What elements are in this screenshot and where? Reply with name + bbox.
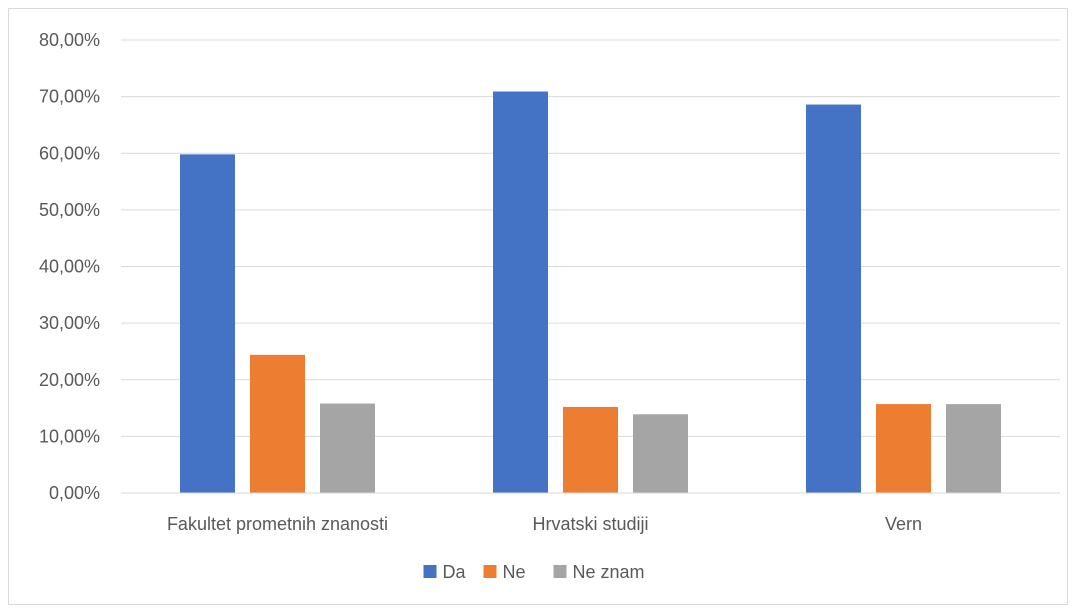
legend-label: Ne znam: [573, 562, 645, 582]
legend-swatch: [423, 565, 437, 578]
bar-ne: [250, 354, 305, 493]
y-tick-label: 20,00%: [39, 370, 100, 390]
y-tick-label: 40,00%: [39, 257, 100, 277]
bar-da: [806, 104, 861, 494]
bar-da: [180, 154, 235, 493]
bar-ne-znam: [320, 403, 375, 493]
bar-ne-znam: [633, 414, 688, 493]
x-category-label: Vern: [885, 514, 922, 534]
bar-ne: [563, 406, 618, 493]
x-category-label: Hrvatski studiji: [532, 514, 648, 534]
bar-ne: [876, 404, 931, 493]
y-tick-label: 80,00%: [39, 30, 100, 50]
y-tick-label: 60,00%: [39, 143, 100, 163]
legend-label: Ne: [503, 562, 526, 582]
y-tick-label: 30,00%: [39, 313, 100, 333]
y-tick-label: 10,00%: [39, 426, 100, 446]
x-category-label: Fakultet prometnih znanosti: [167, 514, 388, 534]
y-tick-label: 50,00%: [39, 200, 100, 220]
bar-da: [493, 91, 548, 493]
legend-swatch: [483, 565, 497, 578]
legend-swatch: [553, 565, 567, 578]
y-tick-label: 0,00%: [49, 483, 100, 503]
legend-label: Da: [443, 562, 467, 582]
y-tick-label: 70,00%: [39, 87, 100, 107]
bar-ne-znam: [946, 404, 1001, 493]
